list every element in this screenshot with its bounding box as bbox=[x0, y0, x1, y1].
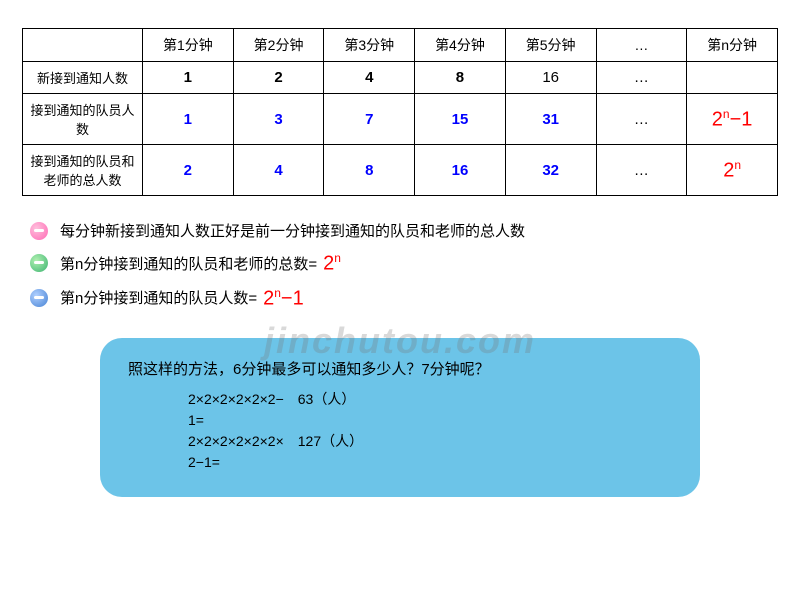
row3-c4: 16 bbox=[415, 145, 506, 196]
question-text: 照这样的方法，6分钟最多可以通知多少人？7分钟呢？ bbox=[128, 358, 672, 379]
bullet-2-formula: 2n bbox=[323, 251, 341, 276]
row1-label: 新接到通知人数 bbox=[23, 62, 143, 94]
row2-formula: 2n−1 bbox=[687, 94, 778, 145]
row3-formula: 2n bbox=[687, 145, 778, 196]
calc-line-4: 2−1= bbox=[188, 452, 672, 473]
row2-c1: 1 bbox=[143, 94, 234, 145]
calc-line-3: 2×2×2×2×2×2× 127（人） bbox=[188, 431, 672, 452]
row3-label: 接到通知的队员和老师的总人数 bbox=[23, 145, 143, 196]
header-blank bbox=[23, 29, 143, 62]
calc-line-2: 1= bbox=[188, 410, 672, 431]
bullet-3-text: 第n分钟接到通知的队员人数= bbox=[60, 287, 257, 308]
notification-table: 第1分钟 第2分钟 第3分钟 第4分钟 第5分钟 … 第n分钟 新接到通知人数 … bbox=[22, 28, 778, 196]
row1-c4: 8 bbox=[415, 62, 506, 94]
bullet-3-formula: 2n−1 bbox=[263, 286, 304, 311]
bullet-2-text: 第n分钟接到通知的队员和老师的总数= bbox=[60, 253, 317, 274]
row-new-notified: 新接到通知人数 1 2 4 8 16 … bbox=[23, 62, 778, 94]
row3-c5: 32 bbox=[505, 145, 596, 196]
bullet-1-text: 每分钟新接到通知人数正好是前一分钟接到通知的队员和老师的总人数 bbox=[60, 220, 525, 241]
bullet-blue-icon bbox=[30, 289, 48, 307]
row2-c2: 3 bbox=[233, 94, 324, 145]
row1-formula bbox=[687, 62, 778, 94]
header-min4: 第4分钟 bbox=[415, 29, 506, 62]
row1-c3: 4 bbox=[324, 62, 415, 94]
bullet-green-icon bbox=[30, 254, 48, 272]
header-ellipsis: … bbox=[596, 29, 687, 62]
row3-ellipsis: … bbox=[596, 145, 687, 196]
row2-label: 接到通知的队员人数 bbox=[23, 94, 143, 145]
row1-c1: 1 bbox=[143, 62, 234, 94]
header-min2: 第2分钟 bbox=[233, 29, 324, 62]
row-players-notified: 接到通知的队员人数 1 3 7 15 31 … 2n−1 bbox=[23, 94, 778, 145]
row1-ellipsis: … bbox=[596, 62, 687, 94]
data-table-container: 第1分钟 第2分钟 第3分钟 第4分钟 第5分钟 … 第n分钟 新接到通知人数 … bbox=[0, 0, 800, 196]
bullet-pink-icon bbox=[30, 222, 48, 240]
question-box: 照这样的方法，6分钟最多可以通知多少人？7分钟呢？ 2×2×2×2×2×2− 6… bbox=[100, 338, 700, 497]
table-header-row: 第1分钟 第2分钟 第3分钟 第4分钟 第5分钟 … 第n分钟 bbox=[23, 29, 778, 62]
bullet-1: 每分钟新接到通知人数正好是前一分钟接到通知的队员和老师的总人数 bbox=[30, 220, 770, 241]
bullet-list: 每分钟新接到通知人数正好是前一分钟接到通知的队员和老师的总人数 第n分钟接到通知… bbox=[0, 196, 800, 310]
row1-c2: 2 bbox=[233, 62, 324, 94]
header-min3: 第3分钟 bbox=[324, 29, 415, 62]
row-total-notified: 接到通知的队员和老师的总人数 2 4 8 16 32 … 2n bbox=[23, 145, 778, 196]
header-min5: 第5分钟 bbox=[505, 29, 596, 62]
row3-c3: 8 bbox=[324, 145, 415, 196]
row3-c1: 2 bbox=[143, 145, 234, 196]
calculation-lines: 2×2×2×2×2×2− 63（人） 1= 2×2×2×2×2×2× 127（人… bbox=[188, 389, 672, 473]
row2-c4: 15 bbox=[415, 94, 506, 145]
calc-line-1: 2×2×2×2×2×2− 63（人） bbox=[188, 389, 672, 410]
bullet-2: 第n分钟接到通知的队员和老师的总数= 2n bbox=[30, 251, 770, 276]
row3-c2: 4 bbox=[233, 145, 324, 196]
header-min1: 第1分钟 bbox=[143, 29, 234, 62]
row2-c3: 7 bbox=[324, 94, 415, 145]
bullet-3: 第n分钟接到通知的队员人数= 2n−1 bbox=[30, 286, 770, 311]
row1-c5: 16 bbox=[505, 62, 596, 94]
row2-ellipsis: … bbox=[596, 94, 687, 145]
header-min-n: 第n分钟 bbox=[687, 29, 778, 62]
row2-c5: 31 bbox=[505, 94, 596, 145]
